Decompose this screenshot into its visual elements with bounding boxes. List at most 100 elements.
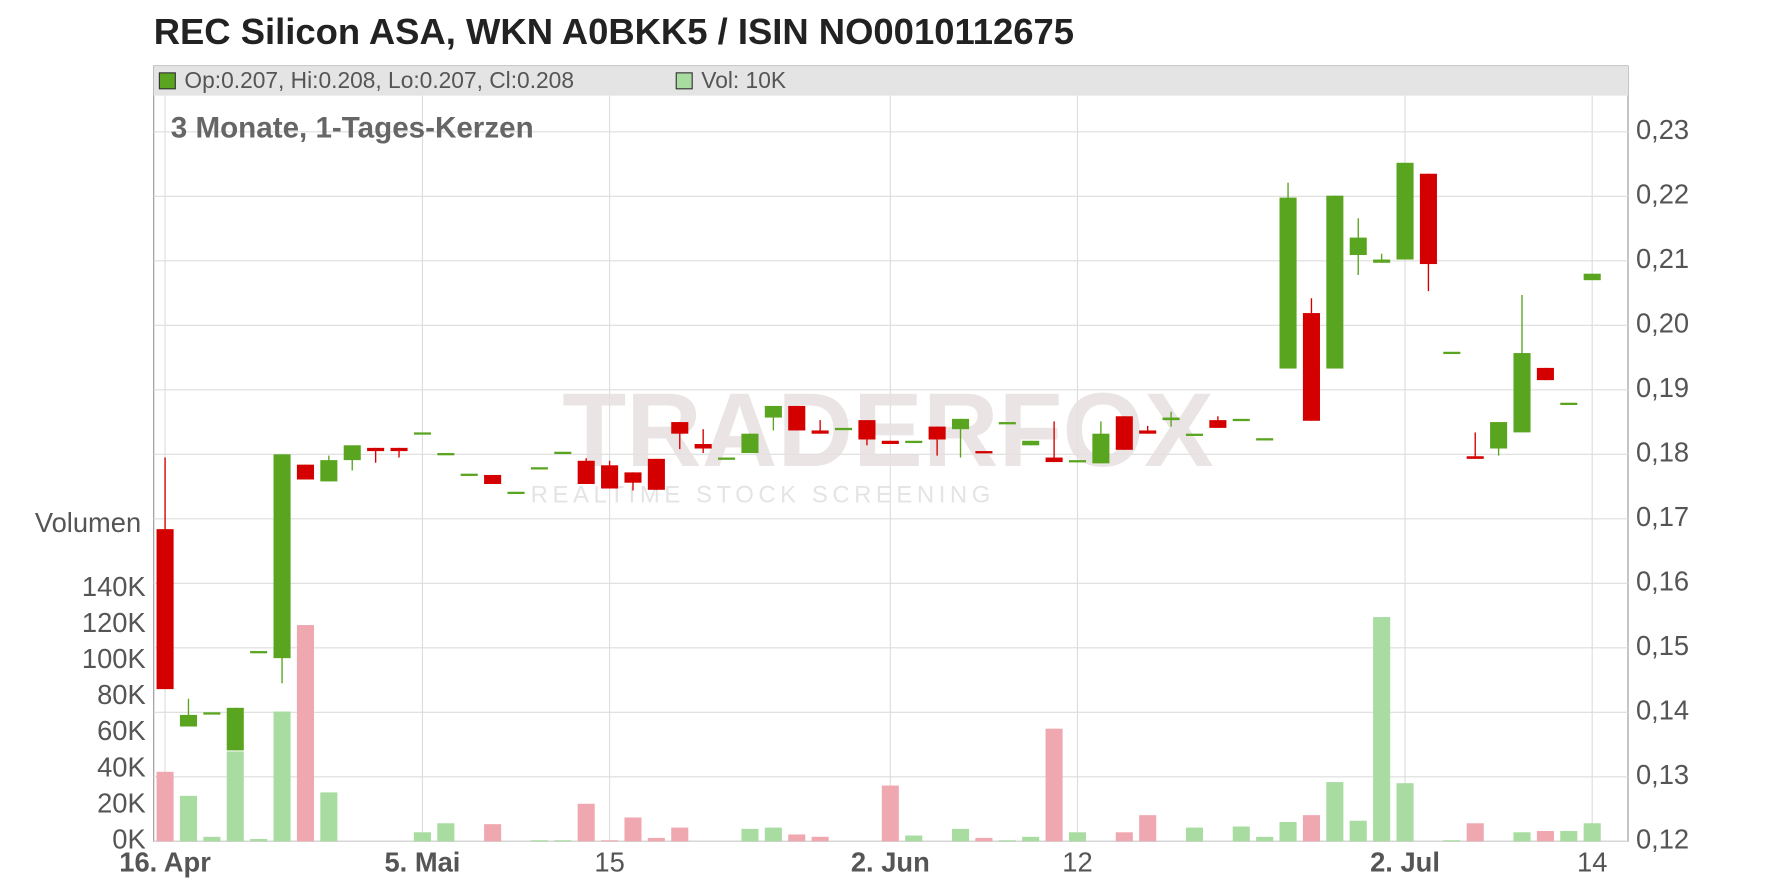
candle-body [1583,273,1601,281]
y-tick-label: 0,13 [1636,759,1689,790]
legend-bar [153,66,1629,96]
candle-body [273,454,291,659]
volume-bar [1373,617,1391,842]
volume-axis-title: Volumen [35,507,141,538]
volume-bar [530,840,548,842]
volume-bar [554,840,572,842]
volume-bar [156,771,174,842]
candle-body [905,440,923,444]
volume-bar [296,625,314,842]
volume-bar [1396,783,1414,842]
volume-bar [320,792,338,842]
volume-bar [1326,782,1344,842]
candle-body [694,444,712,449]
y-tick-label: 0,15 [1636,630,1689,661]
y-tick-label: 0,21 [1636,243,1689,274]
candle-body [1162,417,1180,421]
volume-bar [1068,832,1087,842]
candle-body [998,422,1016,425]
candle-body [437,453,455,456]
volume-bar [998,840,1016,842]
candle-body [577,460,595,484]
candle-body [1490,422,1508,449]
candle-body [1443,351,1461,355]
volume-tick-label: 120K [82,607,146,638]
candle-body [1256,438,1274,441]
y-tick-label: 0,14 [1636,695,1689,726]
volume-bar [1256,836,1274,842]
volume-tick-label: 100K [82,643,146,674]
y-tick-label: 0,23 [1636,114,1689,145]
volume-bar [624,817,642,842]
y-tick-label: 0,17 [1636,501,1689,532]
candle-body [460,473,478,476]
volume-bar [1349,820,1367,842]
volume-tick-label: 0K [112,824,145,855]
chart-title: REC Silicon ASA, WKN A0BKK5 / ISIN NO001… [154,11,1074,52]
y-tick-label: 0,19 [1636,372,1689,403]
volume-bar [273,711,291,842]
volume-bar [811,836,829,842]
legend-label: Op:0.207, Hi:0.208, Lo:0.207, Cl:0.208 [184,67,574,93]
volume-bar [671,827,689,842]
volume-bar [601,840,619,842]
candle-body [1396,162,1414,260]
chart-subtitle: 3 Monate, 1-Tages-Kerzen [171,112,534,145]
candle-body [1466,456,1484,459]
volume-bar [226,751,244,842]
candle-body [1139,430,1157,434]
volume-bar [788,834,806,842]
candle-body [741,433,759,454]
candle-body [296,464,314,480]
candle-body [367,447,385,452]
candle-body [1092,433,1110,464]
volume-tick-label: 20K [97,787,146,818]
volume-bar [413,832,431,842]
candle-body [390,447,408,452]
candle-body [203,712,221,715]
candle-body [1326,195,1344,369]
candle-body [1022,440,1040,446]
volume-bar [1560,831,1578,842]
volume-bar [647,837,665,842]
volume-bar [1185,827,1204,842]
candle-body [858,420,876,440]
candle-body [1279,197,1297,369]
candle-body [1419,173,1437,265]
candle-body [179,714,198,727]
volume-bar [577,803,595,842]
candle-body [156,529,174,690]
candle-body [320,460,338,482]
candle-body [951,418,970,430]
candle-body [1115,416,1133,450]
volume-bar [1466,823,1484,842]
watermark-subtitle: REALTIME STOCK SCREENING [531,482,995,509]
y-tick-label: 0,16 [1636,566,1689,597]
candle-body [484,474,502,484]
candle-body [1209,420,1227,428]
candle-body [554,451,572,455]
x-tick-label: 5. Mai [384,846,460,877]
x-tick-label: 2. Jun [851,846,930,877]
candle-body [881,440,899,445]
legend-swatch [675,72,693,90]
candle-body [1536,367,1554,381]
legend-label: Vol: 10K [701,67,786,93]
candle-body [1185,433,1204,436]
volume-bar [975,837,993,842]
candle-body [413,432,431,435]
candle-body [343,445,361,461]
candle-body [718,457,736,460]
volume-bar [905,835,923,842]
candle-body [226,707,244,751]
candle-body [1302,313,1320,421]
candle-body [1349,237,1367,256]
volume-bar [203,836,221,842]
volume-bar [484,824,502,842]
volume-bar [250,838,268,842]
candle-body [764,405,782,418]
x-tick-label: 12 [1062,846,1092,877]
volume-bar [437,823,455,842]
candle-body [507,491,525,495]
